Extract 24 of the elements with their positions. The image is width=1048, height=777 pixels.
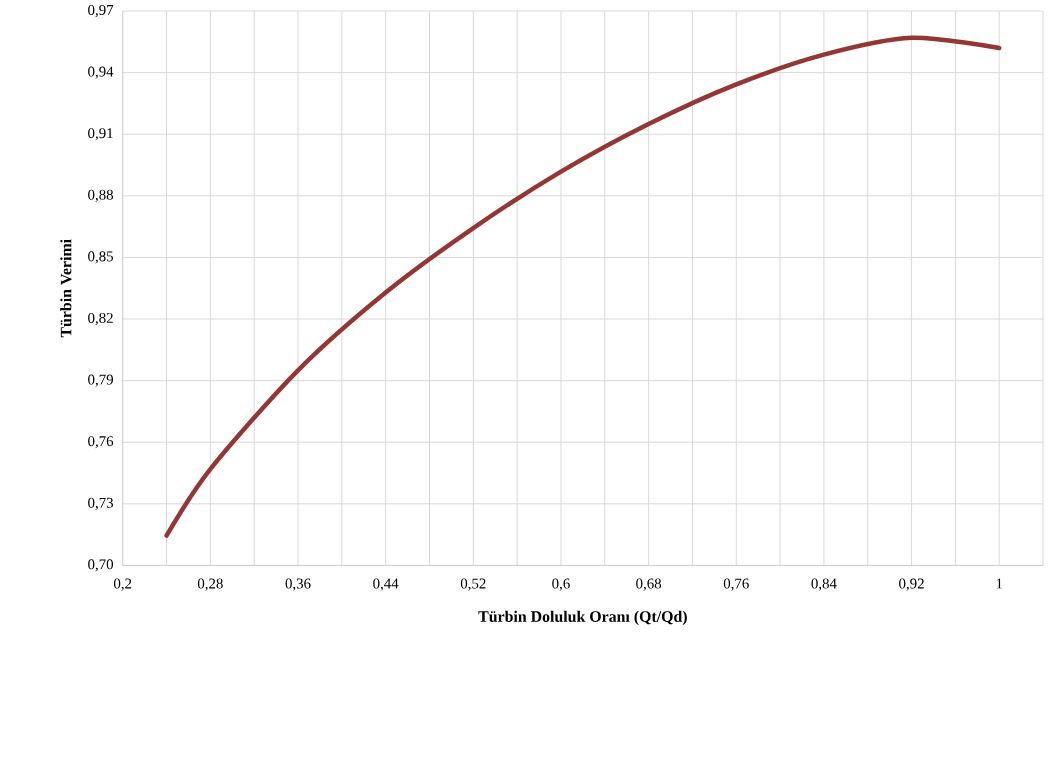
y-tick-label: 0,94: [88, 66, 114, 79]
y-tick-label: 0,79: [88, 374, 113, 387]
x-tick-label: 0,68: [636, 578, 662, 591]
x-axis-title: Türbin Doluluk Oranı (Qt/Qd): [478, 610, 687, 626]
y-axis-title: Türbin Verimi: [60, 239, 72, 338]
x-tick-label: 0,2: [113, 578, 132, 591]
x-tick-label: 0,6: [552, 578, 570, 591]
y-tick-label: 0,76: [88, 436, 114, 449]
y-tick-label: 0,88: [88, 189, 114, 202]
y-tick-label: 0,82: [88, 312, 113, 326]
line-series: [164, 35, 1002, 538]
x-tick-label: 0,52: [460, 578, 486, 591]
y-tick-label: 0,85: [88, 251, 114, 264]
x-tick-label: 0,92: [899, 578, 924, 591]
x-tick-label: 1: [996, 578, 1003, 589]
y-tick-label: 0,91: [88, 128, 113, 141]
y-tick-label: 0,97: [88, 5, 114, 18]
x-tick-label: 0,84: [811, 578, 837, 591]
x-tick-label: 0,76: [723, 578, 749, 591]
x-tick-label: 0,28: [197, 578, 223, 591]
x-tick-label: 0,36: [285, 578, 311, 591]
y-tick-label: 0,70: [88, 559, 114, 572]
y-tick-label: 0,73: [88, 497, 114, 510]
x-tick-label: 0,44: [373, 578, 399, 591]
